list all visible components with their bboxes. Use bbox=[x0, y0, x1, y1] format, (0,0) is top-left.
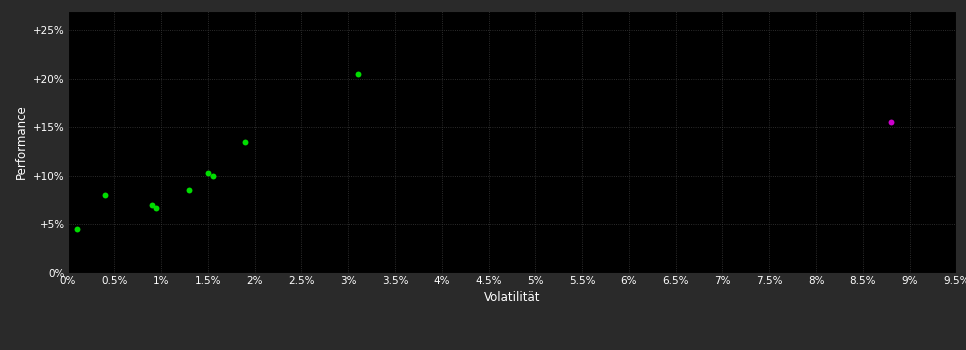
Point bbox=[238, 139, 253, 145]
Point bbox=[883, 119, 898, 125]
X-axis label: Volatilität: Volatilität bbox=[484, 291, 540, 304]
Point bbox=[205, 173, 220, 178]
Point bbox=[182, 188, 197, 193]
Point bbox=[98, 193, 113, 198]
Point bbox=[200, 170, 215, 176]
Point bbox=[70, 226, 85, 232]
Y-axis label: Performance: Performance bbox=[14, 104, 28, 179]
Point bbox=[144, 202, 159, 208]
Point bbox=[149, 205, 164, 211]
Point bbox=[350, 71, 365, 77]
